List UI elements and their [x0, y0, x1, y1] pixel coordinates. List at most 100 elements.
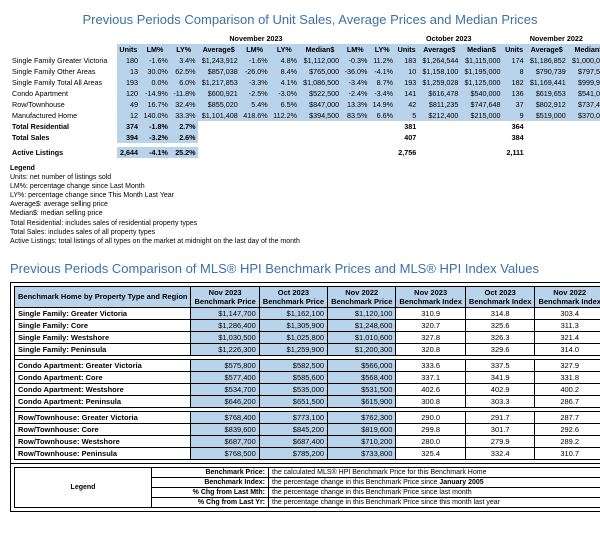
- cell: -2.4%: [341, 88, 369, 99]
- cell: $790,739: [526, 66, 568, 77]
- period-header-2: October 2023: [395, 33, 502, 44]
- cell: [198, 121, 240, 132]
- cell: -2.5%: [240, 88, 270, 99]
- row-label: Total Residential: [10, 121, 117, 132]
- col-header: Units: [395, 44, 418, 55]
- cell: $811,235: [418, 99, 460, 110]
- cell: [418, 147, 460, 158]
- row-label: Single Family Other Areas: [10, 66, 117, 77]
- col-header: Units: [117, 44, 140, 55]
- cell: [418, 132, 460, 143]
- cell: 5: [395, 110, 418, 121]
- col-header: LY%: [270, 44, 299, 55]
- cell: $1,195,000: [460, 66, 502, 77]
- cell: [369, 132, 395, 143]
- cell: 8.4%: [270, 66, 299, 77]
- cell: $541,000: [568, 88, 600, 99]
- cell: 2.7%: [170, 121, 198, 132]
- legend-1: Legend Units: net number of listings sol…: [10, 164, 600, 246]
- period-header-1: November 2023: [117, 33, 395, 44]
- cell: [240, 121, 270, 132]
- cell: -3.3%: [240, 77, 270, 88]
- cell: -36.0%: [341, 66, 369, 77]
- cell: $747,648: [460, 99, 502, 110]
- cell: $1,259,028: [418, 77, 460, 88]
- cell: 2,644: [117, 147, 140, 158]
- cell: [568, 132, 600, 143]
- cell: $1,158,100: [418, 66, 460, 77]
- cell: $855,020: [198, 99, 240, 110]
- cell: [568, 121, 600, 132]
- col-header: Units: [503, 44, 526, 55]
- cell: -4.1%: [369, 66, 395, 77]
- cell: 407: [395, 132, 418, 143]
- cell: 11.2%: [369, 55, 395, 66]
- cell: 120: [117, 88, 140, 99]
- cell: $802,912: [526, 99, 568, 110]
- cell: [270, 132, 299, 143]
- cell: [299, 121, 341, 132]
- cell: 42: [395, 99, 418, 110]
- cell: $212,400: [418, 110, 460, 121]
- cell: 193: [395, 77, 418, 88]
- cell: 394: [117, 132, 140, 143]
- cell: [341, 121, 369, 132]
- cell: 2,111: [503, 147, 526, 158]
- cell: $797,500: [568, 66, 600, 77]
- cell: $600,921: [198, 88, 240, 99]
- cell: 83.5%: [341, 110, 369, 121]
- cell: $215,000: [460, 110, 502, 121]
- cell: 4.1%: [270, 77, 299, 88]
- period-header-3: November 2022: [503, 33, 600, 44]
- cell: 14.9%: [369, 99, 395, 110]
- row-label: Total Sales: [10, 132, 117, 143]
- cell: 13.3%: [341, 99, 369, 110]
- row-label: Condo Apartment: [10, 88, 117, 99]
- sales-comparison-table: November 2023 October 2023 November 2022…: [10, 33, 600, 158]
- cell: -3.2%: [140, 132, 170, 143]
- cell: 112.2%: [270, 110, 299, 121]
- row-label: Active Listings: [10, 147, 117, 158]
- cell: $1,186,852: [526, 55, 568, 66]
- cell: 16.7%: [140, 99, 170, 110]
- cell: $765,000: [299, 66, 341, 77]
- row-label: Single Family Greater Victoria: [10, 55, 117, 66]
- cell: -1.6%: [240, 55, 270, 66]
- cell: $394,500: [299, 110, 341, 121]
- cell: 9: [503, 110, 526, 121]
- cell: [568, 147, 600, 158]
- col-header: Average$: [418, 44, 460, 55]
- cell: [460, 121, 502, 132]
- cell: [240, 147, 270, 158]
- cell: -1.8%: [140, 121, 170, 132]
- report-title-2: Previous Periods Comparison of MLS® HPI …: [10, 261, 600, 276]
- cell: [369, 147, 395, 158]
- cell: 62.5%: [170, 66, 198, 77]
- cell: 13: [117, 66, 140, 77]
- cell: 10: [395, 66, 418, 77]
- cell: $1,169,441: [526, 77, 568, 88]
- cell: $1,101,408: [198, 110, 240, 121]
- cell: 6.6%: [369, 110, 395, 121]
- col-header: LM%: [341, 44, 369, 55]
- cell: $1,217,853: [198, 77, 240, 88]
- cell: 12: [117, 110, 140, 121]
- cell: 0.0%: [140, 77, 170, 88]
- row-label: Single Family Total All Areas: [10, 77, 117, 88]
- cell: [270, 121, 299, 132]
- row-label: Manufactured Home: [10, 110, 117, 121]
- cell: [526, 147, 568, 158]
- cell: 193: [117, 77, 140, 88]
- cell: $1,112,000: [299, 55, 341, 66]
- cell: $1,125,000: [460, 77, 502, 88]
- cell: [418, 121, 460, 132]
- col-header: Median$: [568, 44, 600, 55]
- cell: [526, 121, 568, 132]
- cell: $522,500: [299, 88, 341, 99]
- cell: 8.7%: [369, 77, 395, 88]
- col-header: LM%: [240, 44, 270, 55]
- cell: $540,000: [460, 88, 502, 99]
- cell: -0.3%: [341, 55, 369, 66]
- cell: $847,000: [299, 99, 341, 110]
- legend-2: LegendBenchmark Price:the calculated MLS…: [10, 464, 600, 512]
